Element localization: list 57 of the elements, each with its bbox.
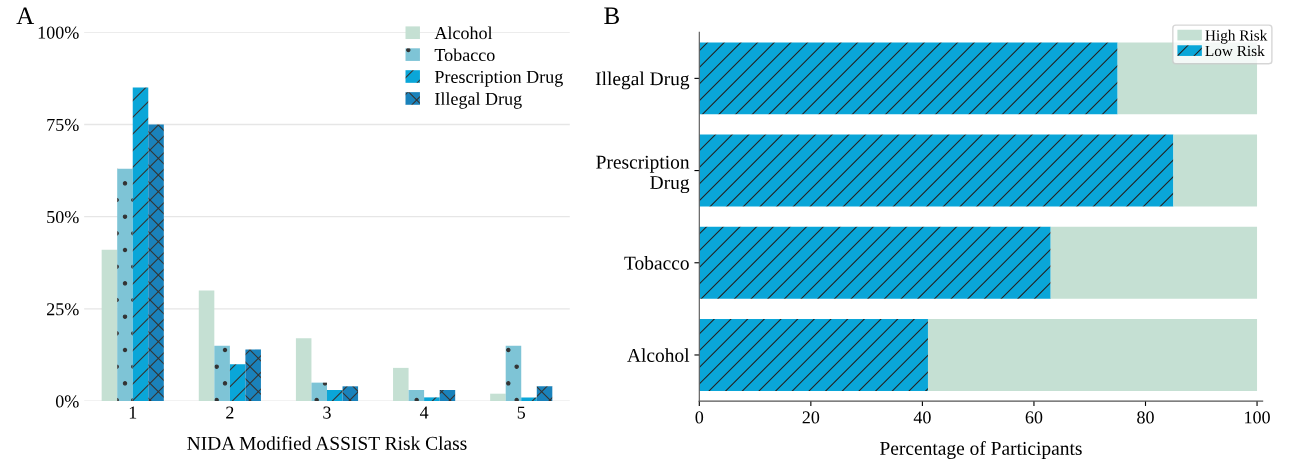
bar <box>699 319 928 391</box>
bar <box>699 134 1174 207</box>
bar <box>198 290 215 402</box>
y-tick-label: 75% <box>47 118 79 131</box>
y-tick-label: 100% <box>38 26 79 39</box>
y-tick-label: Prescription Drug <box>596 155 690 194</box>
bar <box>326 390 343 402</box>
bar <box>295 338 312 402</box>
bar <box>439 390 456 402</box>
legend-label: Alcohol <box>434 26 493 40</box>
x-tick-label: 60 <box>1025 411 1043 424</box>
y-tick-label: 0% <box>55 395 79 408</box>
chart-title: A <box>16 7 35 24</box>
bar <box>229 364 246 402</box>
x-tick-label: 4 <box>419 406 429 419</box>
x-tick-label: 100 <box>1245 411 1270 424</box>
x-tick-label: 2 <box>226 406 234 419</box>
legend-label: Illegal Drug <box>435 92 522 109</box>
x-tick-label: 0 <box>695 411 704 424</box>
bar <box>132 87 149 402</box>
bar <box>424 397 440 402</box>
y-tick-label: Tobacco <box>624 256 689 270</box>
x-axis-title: NIDA Modified ASSIST Risk Class <box>187 436 467 450</box>
legend-label: Tobacco <box>434 48 495 62</box>
y-tick-label: Illegal Drug <box>595 71 690 90</box>
x-tick-label: 80 <box>1137 411 1154 424</box>
bar <box>148 124 164 402</box>
x-tick-label: 5 <box>517 406 526 419</box>
bar <box>699 226 1051 299</box>
chart-title: B <box>604 7 619 25</box>
x-tick-label: 1 <box>129 406 137 419</box>
y-tick-label: 25% <box>47 303 79 316</box>
x-tick-label: 20 <box>802 411 820 424</box>
bar <box>245 349 261 402</box>
bar <box>101 249 118 402</box>
legend-label: Low Risk <box>1205 45 1265 57</box>
bar <box>505 345 522 402</box>
bar <box>342 386 359 402</box>
bar <box>927 319 1258 391</box>
legend-label: Prescription Drug <box>434 70 563 87</box>
bar <box>117 168 133 402</box>
x-tick-label: 40 <box>913 411 931 424</box>
bar <box>521 397 537 402</box>
y-tick-label: Alcohol <box>627 348 690 362</box>
bar <box>311 382 327 402</box>
x-tick-label: 3 <box>323 406 331 419</box>
bar <box>536 386 553 402</box>
legend-label: High Risk <box>1205 29 1268 44</box>
bar <box>1173 134 1258 207</box>
bar <box>1050 226 1258 299</box>
bar <box>699 42 1118 115</box>
x-axis-title: Percentage of Participants <box>880 441 1082 459</box>
y-tick-label: 50% <box>47 210 79 224</box>
bar <box>393 367 409 402</box>
bar <box>490 393 506 402</box>
bar <box>408 390 425 402</box>
bar <box>214 345 230 402</box>
